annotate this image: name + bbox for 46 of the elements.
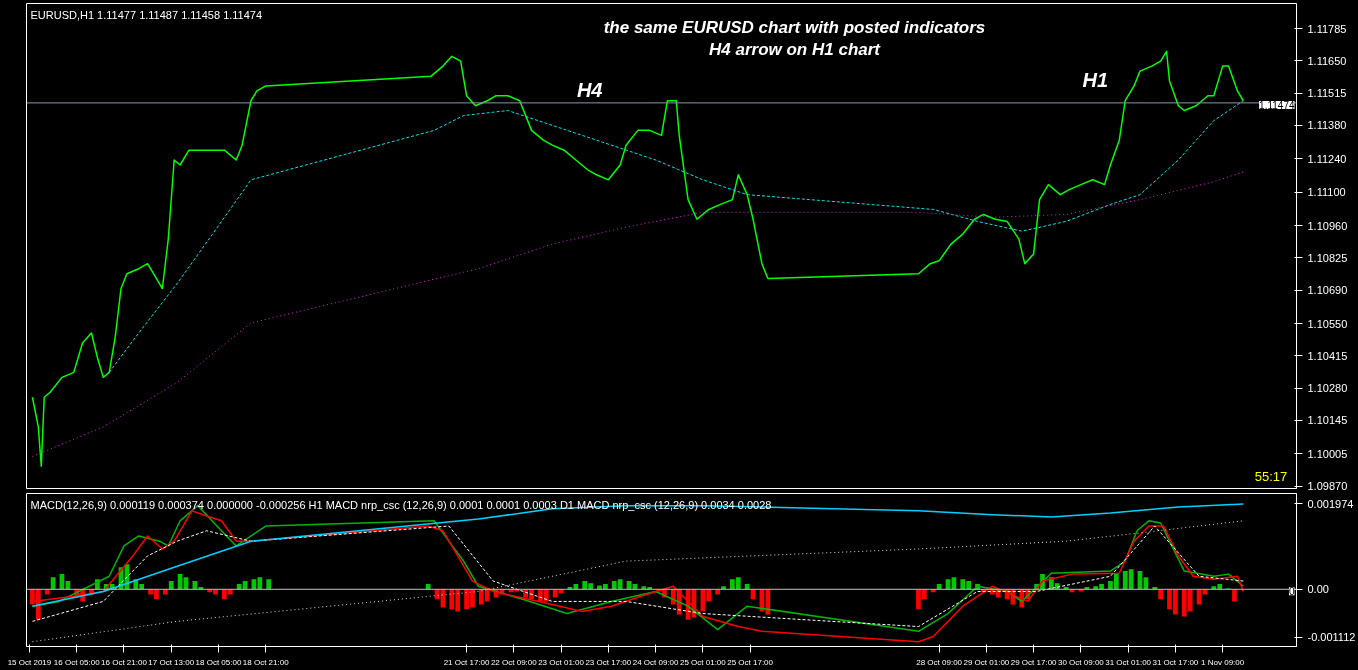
- y-tick-label: 1.11240: [1307, 152, 1347, 165]
- ref-line-label: 0: [1288, 586, 1295, 598]
- y-tick-label: 1.10825: [1307, 251, 1348, 264]
- x-tick-label: 23 Oct 17:00: [585, 657, 632, 667]
- x-tick-label: 23 Oct 01:00: [538, 657, 585, 667]
- x-tick-label: 30 Oct 09:00: [1057, 657, 1105, 667]
- ref-line-label: 1.11474: [1259, 99, 1295, 111]
- x-tick-label: 31 Oct 01:00: [1105, 657, 1152, 667]
- x-tick-label: 25 Oct 01:00: [679, 657, 727, 667]
- x-tick-label: 22 Oct 09:00: [490, 657, 538, 667]
- x-tick-label: 29 Oct 01:00: [963, 657, 1010, 667]
- x-tick-label: 16 Oct 21:00: [101, 657, 148, 667]
- y-tick-label: 1.10005: [1307, 447, 1348, 460]
- y-tick-label: 1.10550: [1307, 317, 1348, 330]
- y-tick-label: 0.001974: [1307, 497, 1354, 510]
- y-tick-label: 1.11785: [1307, 22, 1347, 35]
- x-tick-label: 25 Oct 17:00: [727, 657, 774, 667]
- x-tick-label: 15 Oct 2019: [7, 657, 52, 667]
- x-tick-label: 31 Oct 17:00: [1152, 657, 1199, 667]
- y-tick-label: 1.10690: [1307, 284, 1348, 297]
- x-tick-label: 21 Oct 17:00: [443, 657, 491, 667]
- x-tick-label: 16 Oct 05:00: [53, 657, 101, 667]
- x-tick-label: 1 Nov 09:00: [1201, 657, 1245, 667]
- annotation: 55:17: [1254, 468, 1288, 484]
- text: EURUSD,H1 1.11477 1.11487 1.11458 1.11474: [30, 8, 263, 21]
- y-tick-label: 0.00: [1307, 583, 1329, 596]
- x-tick-label: 24 Oct 09:00: [632, 657, 680, 667]
- y-tick-label: 1.11380: [1307, 119, 1347, 132]
- y-tick-label: -0.001112: [1307, 631, 1356, 644]
- y-tick-label: 1.11515: [1307, 87, 1347, 100]
- y-tick-label: 1.09870: [1307, 480, 1348, 493]
- x-tick-label: 29 Oct 17:00: [1010, 657, 1058, 667]
- x-tick-label: 28 Oct 09:00: [916, 657, 963, 667]
- annotation: H4 arrow on H1 chart: [709, 40, 882, 60]
- y-tick-label: 1.10960: [1307, 219, 1348, 232]
- annotation: H4: [576, 78, 603, 101]
- x-tick-label: 18 Oct 05:00: [195, 657, 242, 667]
- y-tick-label: 1.11100: [1307, 186, 1346, 199]
- annotation: H1: [1082, 68, 1109, 91]
- annotation: the same EURUSD chart with posted indicators: [603, 18, 986, 38]
- x-tick-label: 17 Oct 13:00: [148, 657, 195, 667]
- x-tick-label: 18 Oct 21:00: [242, 657, 290, 667]
- y-tick-label: 1.10280: [1307, 382, 1348, 395]
- y-tick-label: 1.10145: [1307, 414, 1348, 427]
- y-tick-label: 1.11650: [1307, 54, 1347, 67]
- y-tick-label: 1.10415: [1307, 349, 1348, 362]
